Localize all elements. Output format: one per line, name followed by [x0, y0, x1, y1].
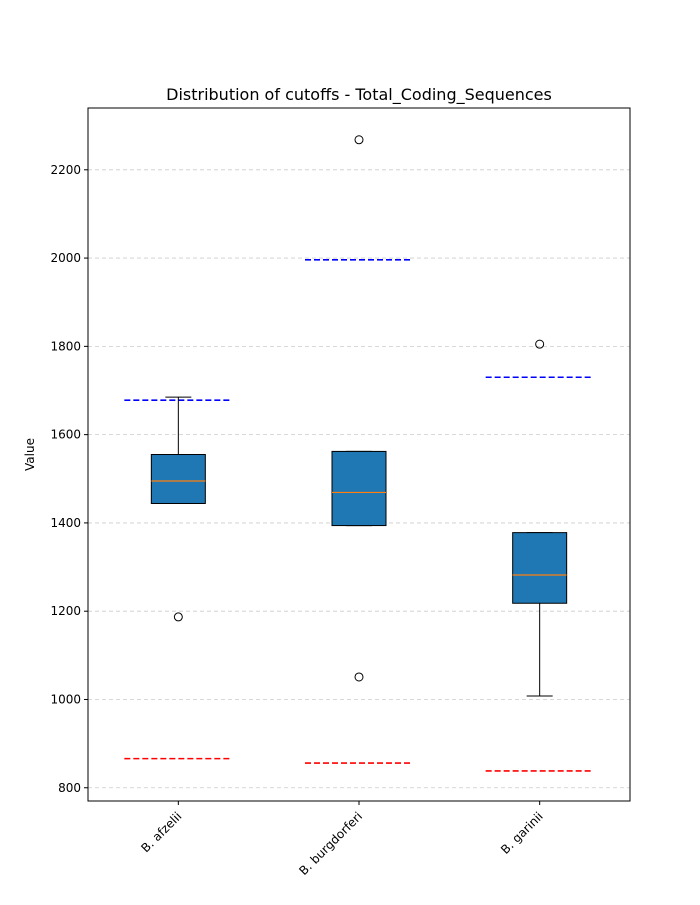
y-tick-label: 1000	[50, 692, 81, 706]
y-tick-label: 800	[58, 781, 81, 795]
y-tick-label: 1200	[50, 604, 81, 618]
box-iqr	[512, 532, 568, 604]
cutoff-lines	[124, 259, 594, 772]
box-iqr	[331, 450, 387, 527]
box-group	[331, 135, 387, 682]
y-tick-label: 1400	[50, 516, 81, 530]
boxes	[150, 135, 568, 697]
outlier-point	[354, 672, 364, 682]
y-tick-label: 2200	[50, 163, 81, 177]
box-group	[150, 396, 206, 622]
y-axis-label: Value	[23, 438, 37, 471]
outlier-point	[173, 612, 183, 622]
outlier-point	[535, 339, 545, 349]
chart-title: Distribution of cutoffs - Total_Coding_S…	[166, 85, 552, 105]
y-tick-label: 1600	[50, 428, 81, 442]
box-iqr	[150, 454, 206, 504]
y-tick-label: 1800	[50, 339, 81, 353]
box-group	[512, 339, 568, 697]
y-axis: 800 1000 1200 1400 1600 1800 2000 2200	[50, 163, 88, 795]
y-tick-label: 2000	[50, 251, 81, 265]
outlier-point	[354, 135, 364, 145]
